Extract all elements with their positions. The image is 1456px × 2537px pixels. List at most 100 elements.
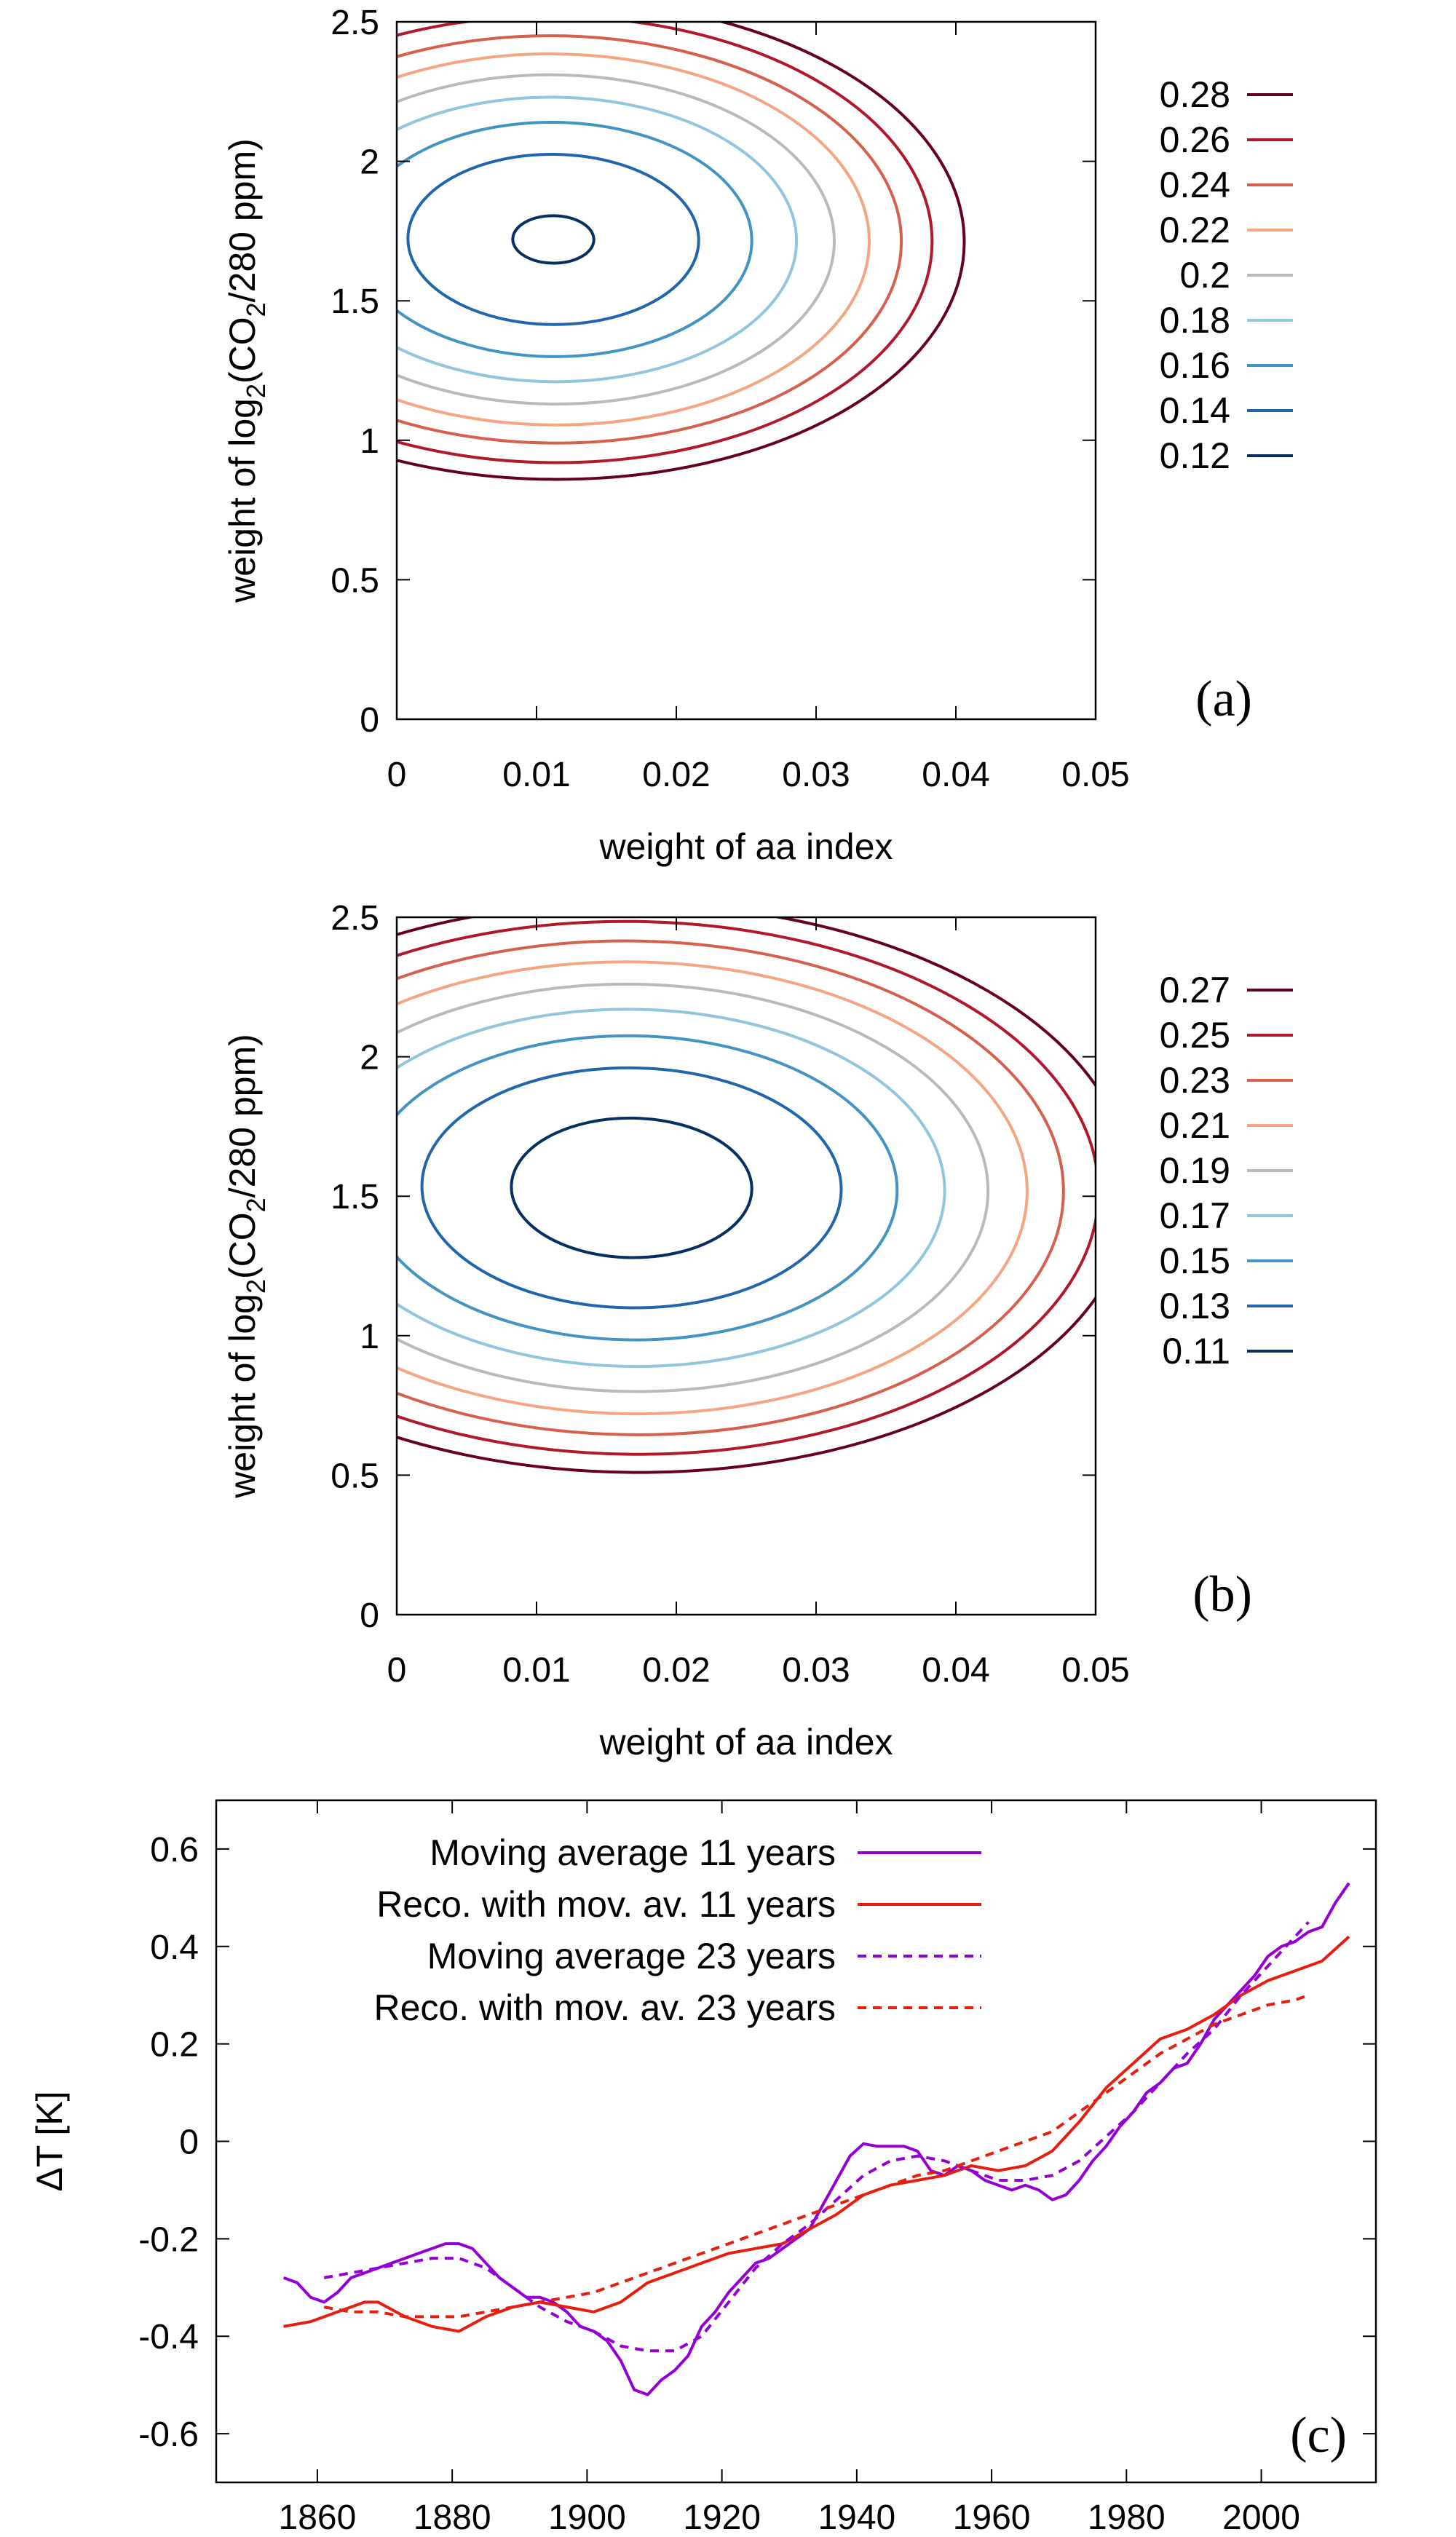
y-tick-label: -0.2 — [138, 2220, 199, 2259]
x-tick-label: 0.02 — [642, 1651, 710, 1690]
x-tick-label: 0.03 — [782, 1651, 850, 1690]
x-tick-label: 1860 — [279, 2498, 357, 2537]
contour-line-0.26 — [397, 22, 934, 464]
legend-label: 0.14 — [1160, 390, 1230, 431]
y-tick-label: 1 — [360, 1318, 379, 1356]
legend-label: Moving average 11 years — [430, 1832, 836, 1873]
y-axis-label-part: weight of log — [222, 398, 263, 603]
y-tick-label: 0.6 — [150, 1831, 199, 1869]
panel-label: (b) — [1192, 1567, 1252, 1623]
contour-line-0.24 — [397, 34, 903, 445]
x-tick-label: 0.04 — [922, 756, 989, 794]
contour-line-0.25 — [397, 919, 1096, 1456]
y-tick-label: 1.5 — [331, 282, 379, 321]
contour-line-0.27 — [397, 917, 1096, 1474]
y-tick-label: -0.6 — [138, 2415, 199, 2454]
legend-label: 0.19 — [1160, 1150, 1230, 1191]
contour-line-0.11 — [510, 1116, 753, 1259]
x-tick-label: 0 — [387, 756, 407, 794]
series-line-2 — [323, 1920, 1310, 2353]
contour-line-0.18 — [397, 95, 799, 384]
y-tick-label: 1.5 — [331, 1178, 379, 1216]
x-tick-label: 2000 — [1222, 2498, 1300, 2537]
y-axis-label-part: 2 — [241, 302, 271, 317]
contour-line-0.16 — [397, 120, 753, 358]
legend-label: 0.17 — [1160, 1195, 1230, 1236]
contour-line-0.15 — [397, 1034, 899, 1342]
legend-label: 0.26 — [1160, 119, 1230, 160]
contour-line-0.28 — [397, 22, 966, 481]
contour-line-0.21 — [397, 960, 1029, 1416]
y-axis-label-part: /280 ppm) — [222, 138, 263, 302]
legend-label: 0.25 — [1160, 1015, 1230, 1056]
contour-line-0.22 — [397, 52, 871, 427]
y-tick-label: 2 — [360, 143, 379, 182]
x-tick-label: 1920 — [683, 2498, 761, 2537]
legend-label: Reco. with mov. av. 11 years — [376, 1884, 836, 1925]
legend-label: 0.13 — [1160, 1286, 1230, 1326]
legend-label: 0.28 — [1160, 74, 1230, 115]
y-tick-label: 0.4 — [150, 1928, 199, 1967]
y-axis-label-part: /280 ppm) — [222, 1034, 263, 1198]
contour-line-0.2 — [397, 73, 836, 406]
panel-a: 0 0.01 0.02 0.03 0.04 0.05 0 0.5 1 1.5 2 2.5 weight … — [222, 4, 1293, 867]
y-axis-label-part: weight of log — [222, 1294, 263, 1499]
x-tick-label: 0.02 — [642, 756, 710, 794]
y-tick-label: 2.5 — [331, 4, 379, 42]
x-tick-label: 0.04 — [922, 1651, 989, 1690]
y-tick-label: 0 — [360, 1596, 379, 1635]
panel-label: (a) — [1195, 671, 1252, 727]
legend-label: 0.23 — [1160, 1060, 1230, 1101]
y-tick-label: 0.2 — [150, 2026, 199, 2065]
contour-line-0.17 — [397, 1008, 946, 1368]
x-tick-label: 1900 — [548, 2498, 626, 2537]
x-axis-label: weight of aa index — [598, 1722, 893, 1762]
y-tick-label: 2.5 — [331, 899, 379, 938]
x-tick-label: 0.05 — [1061, 756, 1129, 794]
x-tick-label: 1980 — [1088, 2498, 1166, 2537]
legend-label: 0.12 — [1160, 435, 1230, 476]
legend-label: Reco. with mov. av. 23 years — [374, 1987, 836, 2028]
panel-label: (c) — [1290, 2407, 1347, 2463]
contour-lines — [397, 917, 1096, 1474]
y-tick-label: -0.4 — [138, 2318, 199, 2356]
y-axis-label-part: 2 — [241, 1198, 271, 1212]
y-tick-label: 1 — [360, 422, 379, 461]
legend-label: Moving average 23 years — [427, 1936, 836, 1976]
legend-label: 0.16 — [1160, 345, 1230, 386]
legend-label: 0.22 — [1160, 210, 1230, 250]
panel-b: 0 0.01 0.02 0.03 0.04 0.05 0 0.5 1 1.5 2 2.5 weight … — [222, 899, 1293, 1762]
x-tick-label: 0.03 — [782, 756, 850, 794]
y-tick-label: 0 — [360, 701, 379, 740]
legend-label: 0.15 — [1160, 1240, 1230, 1281]
x-axis-label: weight of aa index — [598, 826, 893, 867]
contour-line-0.23 — [397, 939, 1065, 1436]
x-tick-label: 0.01 — [502, 1651, 570, 1690]
series-lines — [282, 1882, 1350, 2397]
plot-frame — [395, 916, 1097, 1616]
x-tick-label: 0 — [387, 1651, 407, 1690]
y-axis-label: weight of log2(CO2/280 ppm) — [222, 1034, 271, 1499]
panel-c: 1860 1880 1900 1920 1940 1960 1980 2000 -0.6 -0.4… — [29, 1799, 1377, 2537]
legend-label: 0.2 — [1179, 255, 1230, 296]
y-tick-label: 0.5 — [331, 561, 379, 600]
legend-label: 0.27 — [1160, 970, 1230, 1010]
x-tick-label: 0.05 — [1061, 1651, 1129, 1690]
contour-line-0.14 — [406, 153, 700, 326]
y-tick-label: 0 — [179, 2124, 199, 2162]
contour-line-0.12 — [511, 214, 596, 265]
x-tick-label: 1880 — [414, 2498, 491, 2537]
legend-label: 0.11 — [1162, 1331, 1230, 1372]
x-tick-label: 1960 — [953, 2498, 1031, 2537]
contour-line-0.13 — [420, 1066, 843, 1310]
y-axis-label-part: 2 — [241, 384, 271, 398]
y-axis-label-part: (CO — [222, 1212, 263, 1279]
contour-line-0.19 — [397, 982, 990, 1393]
y-axis-label: ΔT [K] — [29, 2091, 70, 2191]
y-axis-label: weight of log2(CO2/280 ppm) — [222, 138, 271, 603]
contour-lines — [397, 22, 966, 481]
y-axis-label-part: 2 — [241, 1279, 271, 1294]
y-axis-label-part: (CO — [222, 317, 263, 384]
